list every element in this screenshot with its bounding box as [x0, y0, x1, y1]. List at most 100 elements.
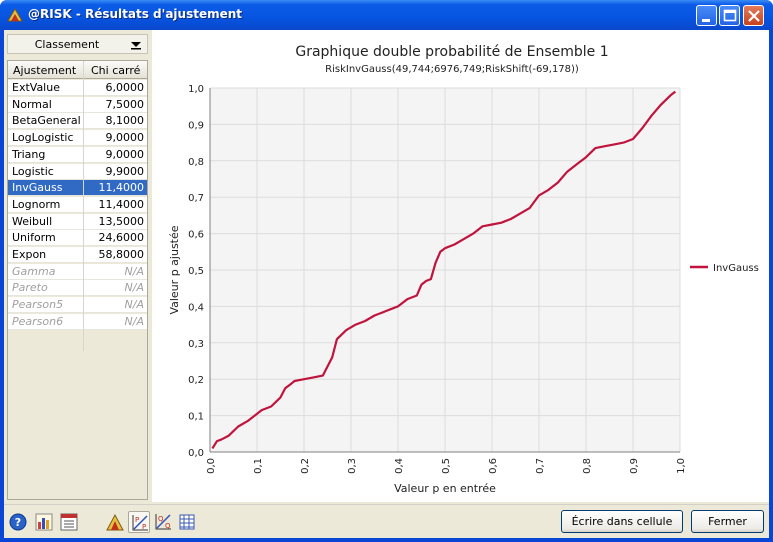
fit-name-cell: Triang	[12, 147, 46, 161]
minimize-icon	[702, 19, 710, 22]
column-header-fit[interactable]: Ajustement	[13, 64, 77, 77]
x-tick-label: 0,2	[300, 458, 311, 474]
svg-text:Q: Q	[158, 515, 164, 523]
table-row[interactable]: ExtValue 6,0000	[8, 80, 147, 96]
table-row[interactable]: Lognorm 11,4000	[8, 196, 147, 213]
y-tick-label: 0,4	[188, 302, 204, 313]
y-tick-label: 0,1	[188, 412, 204, 423]
column-header-chi-square[interactable]: Chi carré	[91, 64, 141, 77]
x-tick-label: 0,9	[629, 458, 640, 474]
y-tick-label: 0,9	[188, 120, 204, 131]
maximize-icon	[723, 9, 737, 22]
pp-chart: Graphique double probabilité de Ensemble…	[168, 44, 759, 495]
data-grid-button[interactable]	[176, 511, 198, 533]
fit-name-cell: Pearson6	[12, 314, 64, 328]
table-row[interactable]: LogLogistic 9,0000	[8, 130, 147, 147]
chart-panel: Graphique double probabilité de Ensemble…	[152, 30, 769, 502]
x-tick-label: 0,8	[582, 458, 593, 474]
fit-name-cell: Pearson5	[12, 298, 64, 312]
table-row[interactable]: Logistic 9,9000	[8, 163, 147, 180]
table-row[interactable]: InvGauss 11,4000	[8, 180, 147, 197]
x-tick-label: 0,4	[394, 458, 405, 474]
svg-text:?: ?	[15, 516, 21, 529]
qq-graph-button[interactable]: Q Q	[152, 511, 174, 533]
x-tick-label: 0,7	[535, 458, 546, 474]
x-tick-label: 1,0	[676, 458, 687, 474]
chi-square-cell: 9,0000	[105, 147, 145, 161]
x-tick-label: 0,6	[488, 458, 499, 474]
table-row[interactable]: Pareto N/A	[8, 280, 147, 297]
chi-square-cell: 9,9000	[105, 164, 145, 178]
table-row[interactable]: Gamma N/A	[8, 263, 147, 280]
x-axis-label: Valeur p en entrée	[394, 482, 496, 495]
fit-name-cell: LogLogistic	[12, 131, 74, 145]
close-window-button[interactable]	[743, 5, 764, 26]
summary-button[interactable]	[58, 511, 80, 533]
svg-text:P: P	[135, 516, 139, 524]
fit-name-cell: Lognorm	[12, 197, 61, 211]
fit-name-cell: Expon	[12, 248, 47, 261]
chevron-down-icon[interactable]	[128, 38, 144, 51]
legend-entry: InvGauss	[713, 263, 759, 274]
y-tick-label: 1,0	[188, 84, 204, 95]
chi-square-cell: 11,4000	[98, 181, 145, 195]
pp-graph-icon: P P	[132, 515, 148, 531]
sort-dropdown[interactable]: Classement	[7, 34, 148, 54]
series-line-invgauss	[211, 90, 676, 449]
table-row[interactable]: BetaGeneral 8,1000	[8, 113, 147, 130]
table-row[interactable]: Uniform 24,6000	[8, 230, 147, 247]
chi-square-cell: 11,4000	[98, 197, 145, 211]
chi-square-cell: 8,1000	[105, 114, 145, 128]
chi-square-cell: N/A	[124, 314, 144, 328]
table-row[interactable]: Pearson5 N/A	[8, 297, 147, 314]
window-title: @RISK - Résultats d'ajustement	[28, 7, 243, 21]
column-divider	[83, 61, 84, 351]
close-button[interactable]: Fermer	[691, 510, 764, 533]
y-tick-label: 0,8	[188, 157, 204, 168]
fit-name-cell: Weibull	[12, 214, 53, 228]
y-tick-label: 0,2	[188, 375, 204, 386]
x-tick-label: 0,0	[206, 458, 217, 474]
distribution-graph-button[interactable]	[104, 511, 126, 533]
y-tick-label: 0,6	[188, 230, 204, 241]
maximize-button[interactable]	[719, 5, 740, 26]
help-button[interactable]: ?	[7, 511, 29, 533]
fit-name-cell: Logistic	[12, 164, 54, 178]
minimize-button[interactable]	[696, 5, 717, 26]
svg-text:Q: Q	[165, 522, 171, 530]
chart-subtitle: RiskInvGauss(49,744;6976,749;RiskShift(-…	[325, 64, 579, 75]
pp-graph-button[interactable]: P P	[128, 511, 150, 533]
chi-square-cell: 7,5000	[105, 97, 145, 111]
table-row[interactable]: Expon 58,8000	[8, 247, 147, 263]
table-row[interactable]: Normal 7,5000	[8, 96, 147, 113]
table-header: Ajustement Chi carré	[8, 61, 147, 79]
fit-ranking-panel: Classement Ajustement Chi carré ExtValue…	[4, 30, 150, 502]
table-row[interactable]: Triang 9,0000	[8, 146, 147, 163]
x-tick-label: 0,1	[253, 458, 264, 474]
chi-square-cell: N/A	[124, 298, 144, 312]
chi-square-cell: N/A	[124, 264, 144, 278]
fit-name-cell: ExtValue	[12, 81, 60, 94]
y-axis-label: Valeur p ajustée	[168, 225, 181, 314]
fit-name-cell: InvGauss	[12, 181, 63, 195]
histogram-button[interactable]	[33, 511, 55, 533]
fit-results-table: Ajustement Chi carré ExtValue 6,0000 Norma…	[7, 60, 148, 500]
chi-square-cell: 24,6000	[98, 231, 145, 245]
data-grid-icon	[179, 514, 195, 530]
chi-square-cell: 6,0000	[105, 81, 145, 94]
title-bar[interactable]: @RISK - Résultats d'ajustement	[0, 0, 773, 30]
y-tick-label: 0,7	[188, 193, 204, 204]
svg-text:P: P	[142, 523, 146, 531]
fit-name-cell: Pareto	[12, 281, 48, 295]
y-tick-label: 0,3	[188, 339, 204, 350]
chi-square-cell: N/A	[124, 281, 144, 295]
table-row[interactable]: Weibull 13,5000	[8, 213, 147, 230]
table-row[interactable]: Pearson6 N/A	[8, 313, 147, 330]
qq-graph-icon: Q Q	[155, 514, 171, 530]
fit-name-cell: Gamma	[12, 264, 56, 278]
client-area: Classement Ajustement Chi carré ExtValue…	[4, 30, 769, 538]
write-to-cell-button[interactable]: Écrire dans cellule	[561, 510, 683, 533]
y-tick-label: 0,0	[188, 448, 204, 459]
help-icon: ?	[9, 513, 27, 531]
